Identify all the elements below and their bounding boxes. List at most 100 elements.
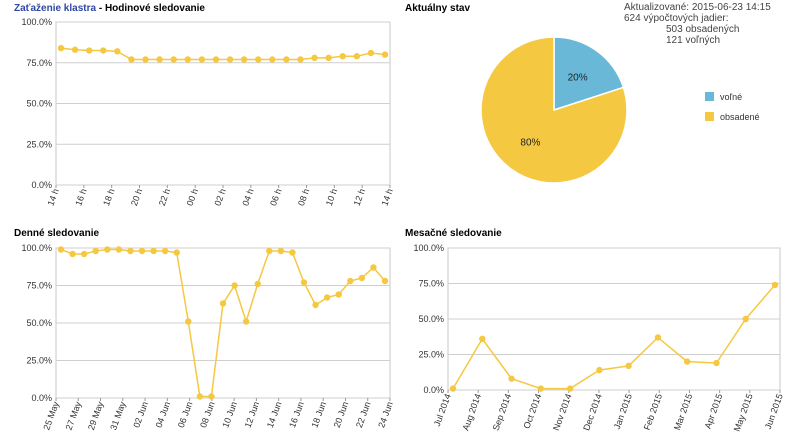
x-tick-label: 25 May: [41, 400, 61, 432]
pie-slice-label: 20%: [568, 73, 588, 84]
x-tick-label: Sep 2014: [491, 392, 514, 432]
x-tick-label: 20 h: [129, 187, 144, 207]
x-tick-label: Oct 2014: [522, 392, 544, 430]
legend-swatch: [705, 92, 714, 101]
data-point: [185, 318, 192, 325]
data-point: [596, 366, 603, 374]
data-point: [184, 56, 191, 63]
monthly-chart: 0.0% 25.0% 50.0% 75.0% 100.0% Jul 2014 Aug 201…: [413, 243, 785, 433]
y-tick-label: 75.0%: [26, 58, 52, 68]
y-tick-label: 25.0%: [26, 139, 52, 149]
data-point: [370, 264, 377, 271]
data-point: [212, 56, 220, 63]
x-tick-label: 08 Jun: [198, 400, 217, 429]
x-tick-label: 24 Jun: [376, 400, 395, 429]
data-point: [114, 48, 121, 55]
x-tick-label: 02 h: [212, 187, 227, 207]
cores-used: 503 obsadených: [666, 24, 740, 35]
status-summary: Aktualizované: 2015-06-23 14:15 624 výpo…: [624, 2, 771, 46]
legend-label: voľné: [720, 92, 742, 102]
x-tick-label: 20 Jun: [332, 400, 351, 429]
x-tick-label: 14 Jun: [265, 400, 284, 429]
y-tick-label: 50.0%: [418, 314, 444, 324]
x-tick-label: 29 May: [86, 400, 106, 432]
x-tick-label: 06 h: [268, 187, 283, 207]
series-line: [452, 284, 776, 390]
y-tick-label: 50.0%: [26, 318, 52, 328]
x-tick-label: 14 h: [45, 187, 60, 207]
data-point: [297, 56, 304, 63]
data-point: [240, 56, 248, 63]
data-point: [208, 393, 215, 400]
data-point: [100, 47, 107, 54]
x-tick-label: 18 Jun: [309, 400, 328, 429]
daily-chart: 0.0% 25.0% 50.0% 75.0% 100.0% 25 May 27 May 29 …: [21, 243, 395, 432]
data-point: [173, 249, 180, 256]
x-tick-label: Dec 2014: [581, 392, 604, 432]
cores-total: 624 výpočtových jadier:: [624, 13, 729, 24]
data-point: [508, 375, 515, 382]
legend-label: obsadené: [720, 112, 760, 122]
x-tick-label: 18 h: [101, 187, 116, 207]
x-tick-label: Feb 2015: [642, 392, 664, 431]
x-tick-label: 04 Jun: [154, 400, 173, 429]
x-tick-label: 22 Jun: [354, 400, 373, 429]
data-point: [683, 358, 691, 365]
x-tick-label: 02 Jun: [131, 400, 150, 429]
updated-timestamp: Aktualizované: 2015-06-23 14:15: [624, 2, 771, 13]
x-tick-label: 14 h: [379, 187, 394, 207]
data-point: [57, 44, 65, 52]
data-point: [358, 274, 366, 282]
y-tick-label: 75.0%: [26, 281, 52, 291]
data-point: [353, 53, 361, 60]
x-tick-label: Apr 2015: [703, 392, 725, 430]
data-point: [198, 56, 206, 63]
data-point: [254, 280, 261, 288]
data-point: [283, 56, 290, 63]
x-tick-label: 12 Jun: [243, 400, 262, 429]
cluster-load-link[interactable]: Zaťaženie klastra: [14, 3, 97, 14]
x-tick-label: 04 h: [240, 187, 255, 207]
cores-free: 121 voľných: [666, 35, 721, 46]
x-tick-label: Jun 2015: [763, 392, 785, 430]
data-point: [566, 385, 574, 392]
daily-chart-title: Denné sledovanie: [14, 228, 100, 239]
current-state-pie-chart: 20% 80% voľné obsadené: [480, 36, 760, 184]
y-tick-label: 100.0%: [21, 243, 52, 253]
y-tick-label: 75.0%: [418, 279, 444, 289]
data-point: [625, 362, 632, 370]
x-tick-label: May 2015: [732, 392, 755, 433]
pie-slice-used: [480, 36, 628, 184]
data-point: [311, 54, 318, 62]
data-point: [742, 315, 749, 323]
data-point: [71, 46, 79, 53]
data-point: [80, 250, 88, 258]
data-point: [85, 47, 93, 54]
data-point: [537, 385, 545, 392]
x-tick-label: 31 May: [108, 400, 128, 432]
x-tick-label: Nov 2014: [551, 392, 574, 432]
data-point: [128, 56, 135, 63]
data-point: [156, 56, 163, 63]
data-point: [170, 56, 177, 63]
y-tick-label: 50.0%: [26, 99, 52, 109]
y-tick-label: 0.0%: [423, 385, 444, 395]
data-point: [347, 277, 354, 285]
data-point: [335, 291, 342, 298]
data-point: [69, 250, 76, 258]
data-point: [339, 53, 346, 60]
x-tick-label: 06 Jun: [176, 400, 195, 429]
x-tick-label: 22 h: [157, 187, 172, 207]
x-tick-label: 12 h: [352, 187, 367, 207]
x-tick-label: Aug 2014: [460, 392, 483, 432]
data-point: [242, 318, 250, 325]
y-tick-label: 0.0%: [31, 393, 52, 403]
pie-slice-label: 80%: [520, 137, 540, 148]
data-point: [300, 279, 308, 286]
data-point: [226, 56, 234, 63]
data-point: [323, 294, 331, 301]
monthly-chart-title: Mesačné sledovanie: [405, 228, 502, 239]
y-tick-label: 0.0%: [31, 180, 52, 190]
data-point: [115, 246, 123, 253]
x-tick-label: 08 h: [296, 187, 311, 207]
